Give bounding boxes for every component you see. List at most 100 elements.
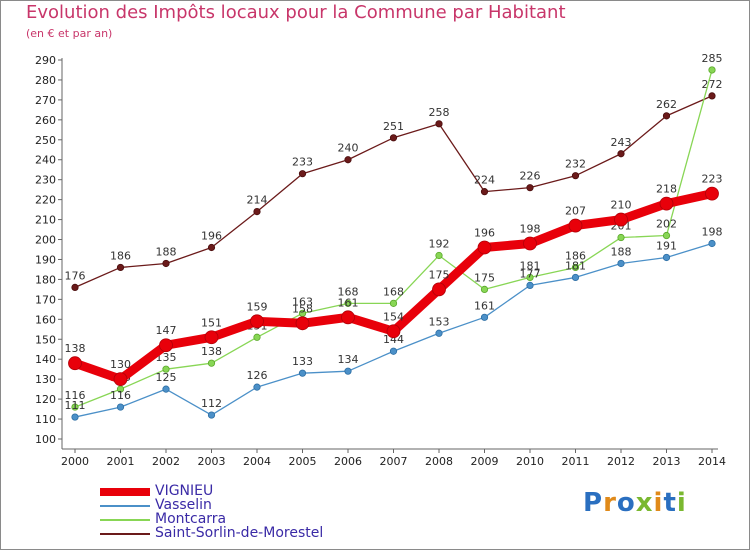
data-point bbox=[116, 403, 125, 411]
data-point bbox=[617, 259, 625, 268]
y-tick-label: 200 bbox=[35, 234, 56, 247]
data-label: 207 bbox=[565, 205, 586, 218]
data-point bbox=[207, 243, 216, 252]
legend-swatch bbox=[100, 488, 150, 496]
proxiti-logo: Proxiti bbox=[583, 488, 687, 518]
series-saint-sorlin-de-morestel: 176 186 188 196 214 233 240 251 258 224 226 232 243 2… bbox=[65, 78, 723, 291]
y-tick-label: 170 bbox=[35, 293, 56, 306]
x-tick-label: 2000 bbox=[61, 455, 89, 468]
y-tick-label: 190 bbox=[35, 253, 56, 266]
data-point bbox=[298, 369, 307, 377]
data-point bbox=[71, 403, 79, 411]
data-label: 214 bbox=[247, 194, 268, 207]
logo-letter: i bbox=[676, 488, 687, 518]
x-tick-label: 2010 bbox=[516, 455, 544, 468]
data-label: 125 bbox=[156, 371, 177, 384]
logo-letter: o bbox=[616, 488, 636, 518]
data-point bbox=[253, 383, 261, 391]
y-tick-label: 140 bbox=[35, 353, 56, 366]
data-label: 134 bbox=[338, 353, 359, 366]
legend-swatch bbox=[100, 533, 150, 535]
data-label: 168 bbox=[338, 285, 359, 298]
x-tick-label: 2003 bbox=[198, 455, 226, 468]
data-label: 196 bbox=[474, 227, 495, 240]
data-point bbox=[571, 263, 580, 272]
data-point bbox=[386, 324, 401, 339]
data-label: 233 bbox=[292, 156, 313, 169]
data-point bbox=[480, 313, 489, 321]
data-label: 186 bbox=[565, 249, 586, 262]
y-tick-label: 180 bbox=[35, 273, 56, 286]
x-tick-label: 2012 bbox=[607, 455, 635, 468]
data-point bbox=[568, 218, 583, 233]
data-label: 111 bbox=[65, 399, 86, 412]
data-point bbox=[662, 112, 671, 120]
chart-title: Evolution des Impôts locaux pour la Comm… bbox=[26, 2, 566, 23]
data-label: 251 bbox=[383, 120, 404, 133]
x-tick-label: 2004 bbox=[243, 455, 271, 468]
y-tick-label: 160 bbox=[35, 313, 56, 326]
series-vignieu: 138 130 147 151 159 158 161 154 175 196 198 207 210 2… bbox=[65, 173, 723, 387]
data-label: 224 bbox=[474, 174, 495, 187]
data-point bbox=[389, 347, 398, 355]
data-label: 226 bbox=[520, 170, 541, 183]
data-point bbox=[617, 233, 625, 242]
y-tick-label: 100 bbox=[35, 433, 56, 446]
x-tick-label: 2009 bbox=[471, 455, 499, 468]
data-label: 163 bbox=[292, 295, 313, 308]
data-label: 161 bbox=[338, 296, 359, 309]
data-point bbox=[432, 282, 446, 297]
y-tick-label: 230 bbox=[35, 174, 56, 187]
data-label: 232 bbox=[565, 158, 586, 171]
data-point bbox=[526, 281, 534, 290]
legend-label: Saint-Sorlin-de-Morestel bbox=[155, 525, 324, 541]
data-point bbox=[344, 156, 352, 164]
data-point bbox=[341, 310, 355, 325]
data-label: 154 bbox=[383, 310, 404, 323]
legend-swatch bbox=[100, 505, 150, 507]
x-tick-label: 2013 bbox=[653, 455, 681, 468]
chart-subtitle: (en € et par an) bbox=[26, 27, 113, 40]
legend-label: Montcarra bbox=[155, 511, 227, 527]
data-label: 147 bbox=[156, 324, 177, 337]
data-label: 243 bbox=[611, 136, 632, 149]
x-tick-label: 2008 bbox=[425, 455, 453, 468]
data-point bbox=[250, 314, 264, 329]
data-label: 116 bbox=[65, 389, 86, 402]
data-label: 153 bbox=[429, 315, 450, 328]
data-label: 196 bbox=[201, 230, 222, 243]
data-label: 161 bbox=[474, 299, 495, 312]
data-point bbox=[614, 212, 628, 227]
data-point bbox=[162, 365, 170, 373]
data-point bbox=[708, 92, 716, 100]
data-point bbox=[435, 251, 443, 260]
data-point bbox=[68, 356, 82, 371]
y-tick-label: 260 bbox=[35, 114, 56, 127]
data-point bbox=[389, 299, 398, 307]
data-point bbox=[571, 172, 580, 180]
data-point bbox=[480, 285, 489, 293]
data-label: 198 bbox=[520, 223, 541, 236]
data-point bbox=[162, 259, 170, 268]
data-point bbox=[708, 66, 716, 74]
data-point bbox=[659, 196, 674, 211]
data-label: 202 bbox=[656, 218, 677, 231]
data-label: 188 bbox=[611, 245, 632, 258]
data-point bbox=[662, 231, 671, 240]
data-label: 175 bbox=[429, 268, 450, 281]
data-label: 130 bbox=[110, 358, 131, 371]
legend-label: VIGNIEU bbox=[155, 483, 214, 499]
data-label: 181 bbox=[520, 259, 541, 272]
x-tick-label: 2001 bbox=[107, 455, 135, 468]
data-label: 191 bbox=[656, 239, 677, 252]
data-label: 138 bbox=[65, 342, 86, 355]
y-tick-label: 280 bbox=[35, 74, 56, 87]
data-label: 181 bbox=[565, 259, 586, 272]
y-tick-label: 220 bbox=[35, 194, 56, 207]
data-label: 168 bbox=[383, 285, 404, 298]
data-point bbox=[162, 385, 170, 393]
data-label: 223 bbox=[702, 173, 723, 186]
data-point bbox=[435, 120, 443, 128]
